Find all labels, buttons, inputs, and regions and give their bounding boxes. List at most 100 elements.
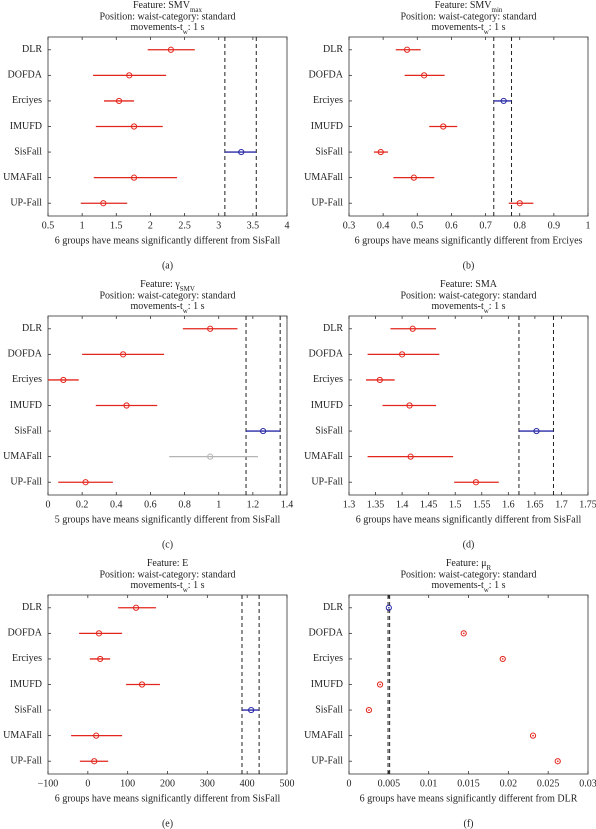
mean-marker [120, 351, 127, 358]
y-tick-label: Erciyes [313, 95, 343, 106]
y-tick-label: DOFDA [8, 70, 43, 81]
mean-marker [132, 604, 140, 611]
x-tick-label: 0.6 [445, 220, 458, 231]
panel-title-part: R [486, 564, 491, 572]
x-axis-label: 5 groups have means significantly differ… [55, 514, 281, 525]
x-tick-label: 1.75 [579, 499, 596, 510]
panel-subtitle-part: w [484, 586, 490, 594]
x-tick-label: 1 [216, 499, 221, 510]
mean-marker [376, 376, 383, 384]
mean-marker [440, 123, 447, 130]
x-tick-label: 1.4 [281, 499, 294, 510]
x-tick-label: 400 [240, 778, 255, 789]
panel-label: (e) [162, 818, 173, 829]
panel-title: Feature: E [147, 558, 188, 569]
mean-marker [385, 604, 392, 611]
x-tick-label: 0 [85, 778, 90, 789]
mean-marker [238, 148, 245, 156]
x-tick-label: 0.03 [579, 778, 596, 789]
plot-frame [47, 315, 288, 496]
panel-subtitle-part: movements-t [131, 301, 183, 312]
plot-frame [348, 36, 589, 217]
x-tick-label: 0.8 [178, 499, 191, 510]
panel-subtitle: movements-tw: 1 s [131, 580, 205, 593]
y-tick-label: DLR [323, 44, 343, 55]
y-tick-label: IMUFD [311, 121, 343, 132]
panel-title-part: max [190, 6, 203, 14]
x-tick-label: 0 [347, 778, 352, 789]
panel-subtitle: movements-tw: 1 s [432, 580, 506, 593]
y-tick-label: DOFDA [8, 349, 43, 360]
panel-title-part: Feature: μ [446, 558, 487, 569]
panel-title-part: min [492, 6, 503, 14]
y-tick-label: DLR [22, 44, 42, 55]
x-tick-label: 1.3 [343, 499, 356, 510]
y-tick-label: IMUFD [311, 400, 343, 411]
x-tick-label: 1.7 [555, 499, 568, 510]
x-axis-label: 6 groups have means significantly differ… [55, 793, 281, 804]
y-tick-label: IMUFD [10, 121, 42, 132]
x-tick-label: 100 [120, 778, 135, 789]
y-tick-label: Erciyes [12, 374, 42, 385]
mean-marker [410, 174, 417, 181]
y-tick-label: UP-Fall [10, 477, 42, 488]
mean-marker [91, 758, 98, 765]
x-tick-label: 2 [148, 220, 153, 231]
panel-subtitle-part: w [484, 307, 490, 315]
panel-subtitle: Position: waist-category: standard [99, 290, 235, 301]
mean-marker [207, 325, 214, 332]
x-tick-label: 0.5 [42, 220, 55, 231]
panel-label: (f) [464, 818, 474, 829]
x-tick-label: 0.025 [537, 778, 560, 789]
panel-subtitle: Position: waist-category: standard [99, 569, 235, 580]
x-tick-label: 1.55 [473, 499, 491, 510]
panel-subtitle: Position: waist-category: standard [400, 11, 536, 22]
x-tick-label: 300 [200, 778, 215, 789]
mean-marker [529, 732, 537, 739]
panel-subtitle-part: movements-t [432, 22, 484, 33]
mean-marker [126, 72, 133, 79]
x-tick-label: 0.8 [513, 220, 526, 231]
panel-title: Feature: SMVmin [435, 0, 503, 13]
x-tick-label: 1.65 [526, 499, 544, 510]
mean-marker [403, 46, 411, 53]
y-tick-label: Erciyes [313, 653, 343, 664]
mean-marker [499, 655, 506, 663]
x-tick-label: 0.9 [548, 220, 561, 231]
y-tick-label: Erciyes [313, 374, 343, 385]
x-tick-label: 1 [586, 220, 591, 231]
mean-marker [421, 72, 428, 79]
x-tick-label: 1.6 [502, 499, 515, 510]
y-tick-label: UP-Fall [311, 477, 343, 488]
x-tick-label: 4 [285, 220, 290, 231]
panel-subtitle: Position: waist-category: standard [99, 11, 235, 22]
y-tick-label: DOFDA [309, 628, 344, 639]
x-tick-label: 200 [160, 778, 175, 789]
y-tick-label: UMAFall [3, 730, 42, 741]
x-axis-label: 6 groups have means significantly differ… [356, 514, 582, 525]
y-tick-label: IMUFD [10, 400, 42, 411]
y-tick-label: IMUFD [10, 679, 42, 690]
mean-marker [260, 427, 267, 435]
mean-marker [248, 706, 255, 714]
panel-title: Feature: SMA [440, 279, 498, 290]
mean-marker [100, 200, 107, 207]
panel-label: (b) [463, 260, 475, 271]
panel-title-part: Feature: SMV [133, 0, 191, 11]
x-tick-label: 0.5 [411, 220, 424, 231]
panel-subtitle-part: w [183, 28, 189, 36]
mean-marker [377, 148, 384, 156]
panel-subtitle-part: w [484, 28, 490, 36]
panel-subtitle-part: : 1 s [188, 580, 205, 591]
x-tick-label: 0.2 [76, 499, 89, 510]
mean-marker [460, 630, 467, 637]
x-tick-label: 0 [46, 499, 51, 510]
y-tick-label: DOFDA [8, 628, 43, 639]
x-tick-label: 0.005 [378, 778, 401, 789]
plot-frame [47, 36, 288, 217]
mean-marker [60, 376, 67, 384]
panel-title: Feature: γSMV [140, 279, 195, 292]
mean-marker [376, 681, 384, 688]
y-tick-label: DLR [22, 323, 42, 334]
x-tick-label: 0.4 [110, 499, 123, 510]
